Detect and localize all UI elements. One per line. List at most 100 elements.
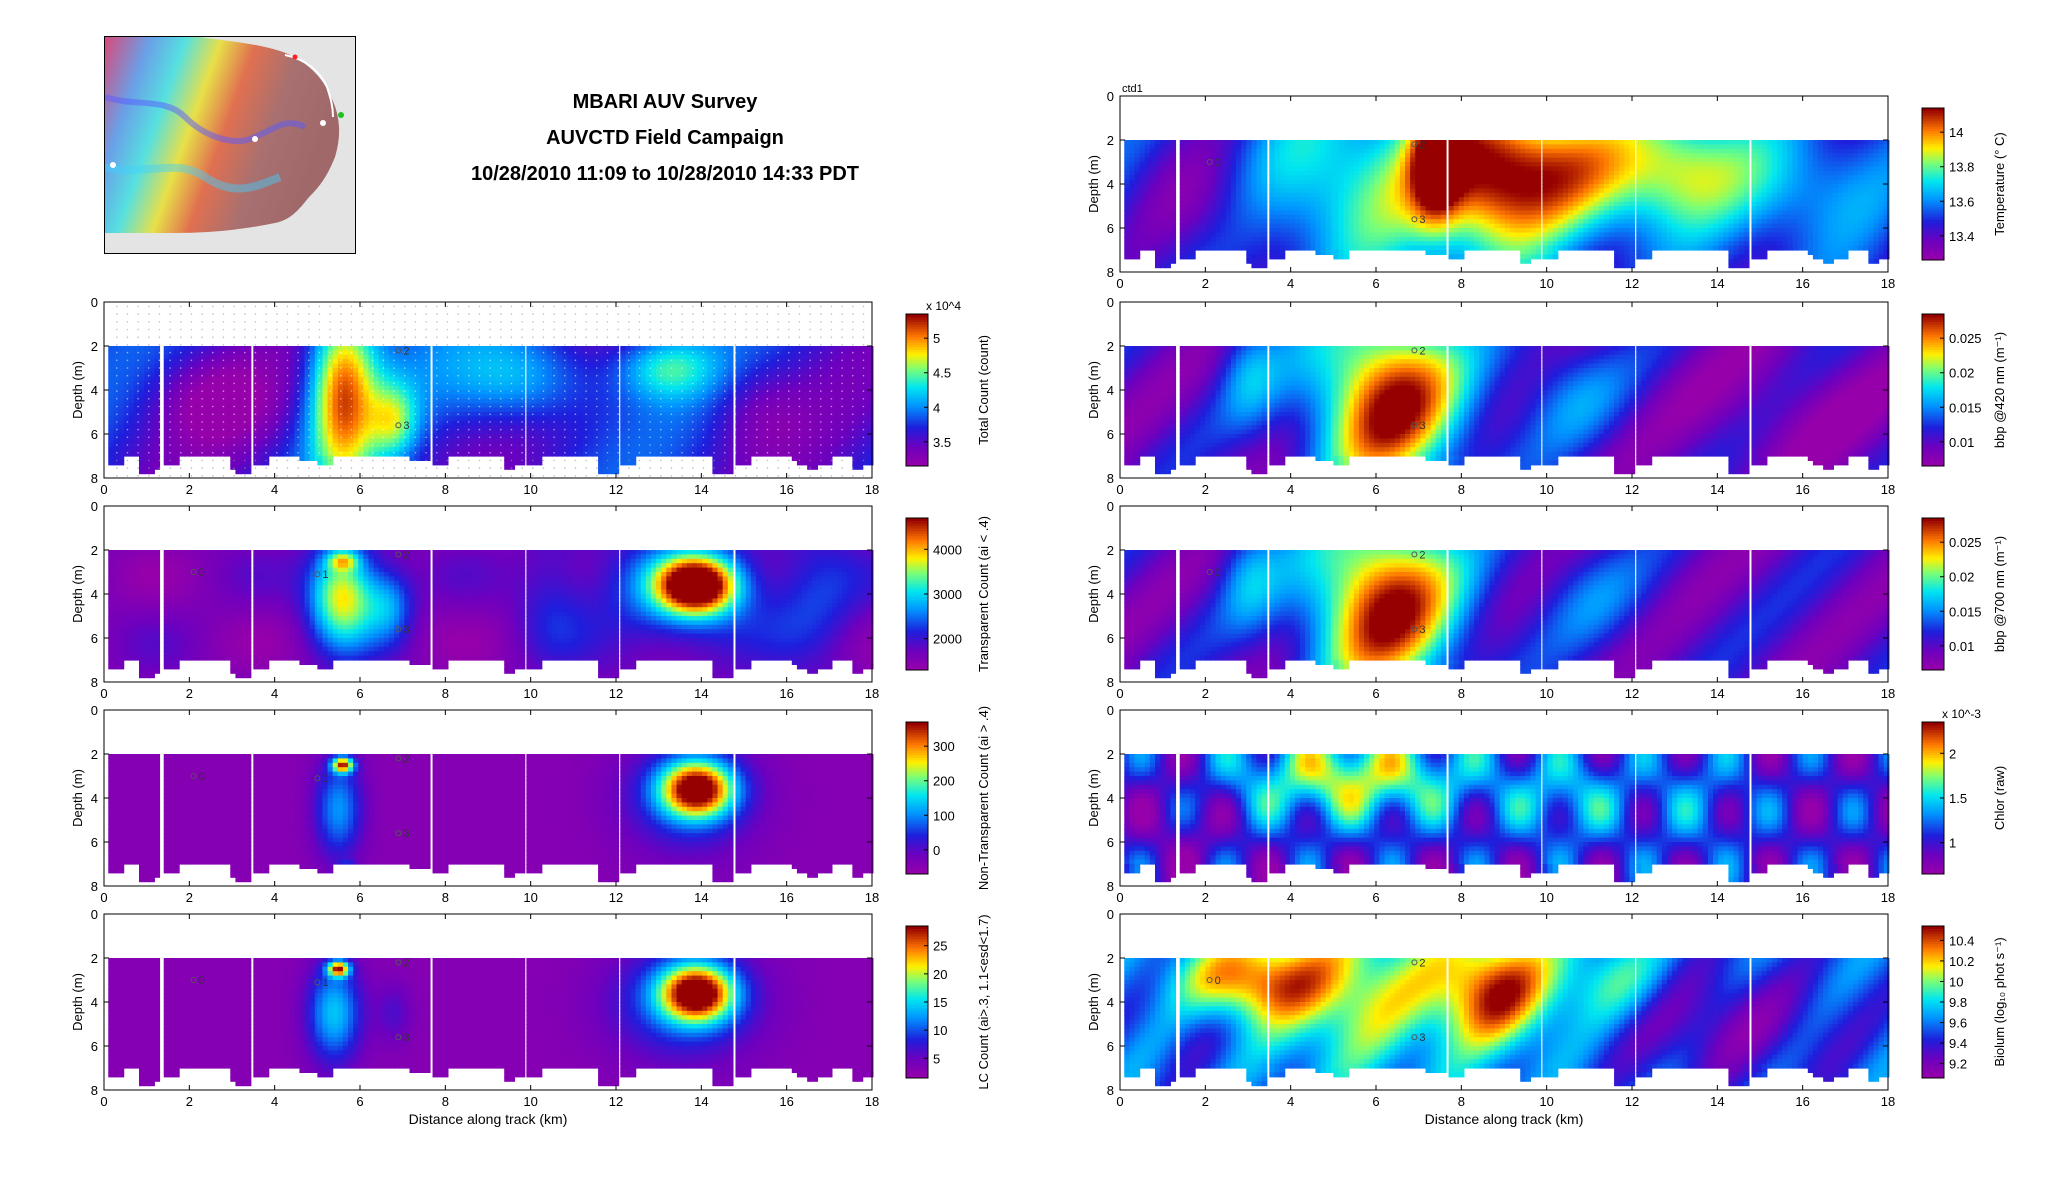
heat-cell — [124, 421, 130, 426]
sample-point — [191, 367, 193, 369]
sample-point — [404, 360, 406, 362]
sample-point — [436, 421, 438, 423]
heat-cell — [215, 443, 221, 448]
heat-cell — [220, 416, 226, 421]
heat-cell — [526, 386, 532, 391]
sample-point — [148, 344, 150, 346]
sample-point — [543, 329, 545, 331]
heat-cell — [802, 386, 808, 391]
sample-point — [308, 467, 310, 469]
sample-point — [521, 313, 523, 315]
sample-point — [521, 475, 523, 477]
heat-cell — [526, 364, 532, 369]
sample-point — [425, 460, 427, 462]
sample-point — [521, 321, 523, 323]
heat-cell — [562, 377, 568, 382]
heat-cell — [394, 377, 400, 382]
heat-cell — [598, 416, 604, 421]
heat-cell — [756, 386, 762, 391]
heat-cell — [792, 368, 798, 373]
heat-cell — [389, 408, 395, 413]
heat-cell — [294, 408, 300, 413]
heat-cell — [567, 372, 573, 377]
heat-cell — [718, 372, 724, 377]
heat-cell — [625, 372, 631, 377]
heat-cell — [656, 386, 662, 391]
sample-point — [297, 413, 299, 415]
heat-cell — [857, 359, 863, 364]
sample-point — [457, 367, 459, 369]
heat-cell — [499, 399, 505, 404]
heat-cell — [448, 350, 454, 355]
sample-point — [244, 329, 246, 331]
sample-point — [511, 444, 513, 446]
heat-cell — [687, 399, 693, 404]
sample-point — [212, 360, 214, 362]
sample-point — [617, 444, 619, 446]
heat-cell — [822, 381, 828, 386]
heat-cell — [415, 403, 421, 408]
sample-point — [511, 390, 513, 392]
heat-cell — [802, 355, 808, 360]
sample-point — [553, 475, 555, 477]
heat-cell — [310, 390, 316, 395]
sample-point — [639, 444, 641, 446]
heat-cell — [179, 394, 185, 399]
sample-point — [564, 321, 566, 323]
heat-cell — [613, 372, 619, 377]
heat-cell — [832, 359, 838, 364]
heat-cell — [169, 346, 175, 351]
heat-cell — [164, 403, 170, 408]
heat-cell — [409, 394, 415, 399]
heat-cell — [572, 416, 578, 421]
heat-cell — [299, 359, 305, 364]
heat-cell — [358, 408, 364, 413]
heat-cell — [399, 372, 405, 377]
sample-point — [148, 383, 150, 385]
heat-cell — [149, 421, 155, 426]
heat-cell — [547, 355, 553, 360]
heat-cell — [473, 408, 479, 413]
heat-cell — [473, 416, 479, 421]
heat-cell — [149, 408, 155, 413]
sample-point — [468, 467, 470, 469]
heat-cell — [631, 359, 637, 364]
heat-cell — [620, 386, 626, 391]
heat-cell — [144, 434, 150, 439]
heat-cell — [358, 364, 364, 369]
sample-point — [457, 313, 459, 315]
heat-cell — [671, 368, 677, 373]
heat-cell — [852, 386, 858, 391]
heat-cell — [317, 452, 323, 457]
heat-cell — [363, 430, 369, 435]
heat-cell — [235, 416, 241, 421]
heat-cell — [139, 346, 145, 351]
heat-cell — [353, 386, 359, 391]
heat-cell — [631, 386, 637, 391]
heat-cell — [484, 416, 490, 421]
heat-cell — [154, 416, 160, 421]
heat-cell — [134, 377, 140, 382]
sample-point — [159, 398, 161, 400]
sample-point — [404, 413, 406, 415]
heat-cell — [651, 399, 657, 404]
sample-point — [255, 460, 257, 462]
heat-cell — [651, 377, 657, 382]
heat-cell — [139, 421, 145, 426]
heat-cell — [863, 447, 869, 452]
sample-point — [351, 421, 353, 423]
heat-cell — [124, 394, 130, 399]
heat-cell — [692, 447, 698, 452]
sample-point — [479, 406, 481, 408]
heat-cell — [636, 443, 642, 448]
heat-cell — [514, 434, 520, 439]
sample-point — [319, 398, 321, 400]
heat-cell — [284, 346, 290, 351]
heat-cell — [499, 452, 505, 457]
heat-cell — [343, 408, 349, 413]
heat-cell — [631, 394, 637, 399]
heat-cell — [532, 399, 538, 404]
sample-point — [649, 306, 651, 308]
heat-cell — [712, 438, 718, 443]
heat-cell — [369, 447, 375, 452]
